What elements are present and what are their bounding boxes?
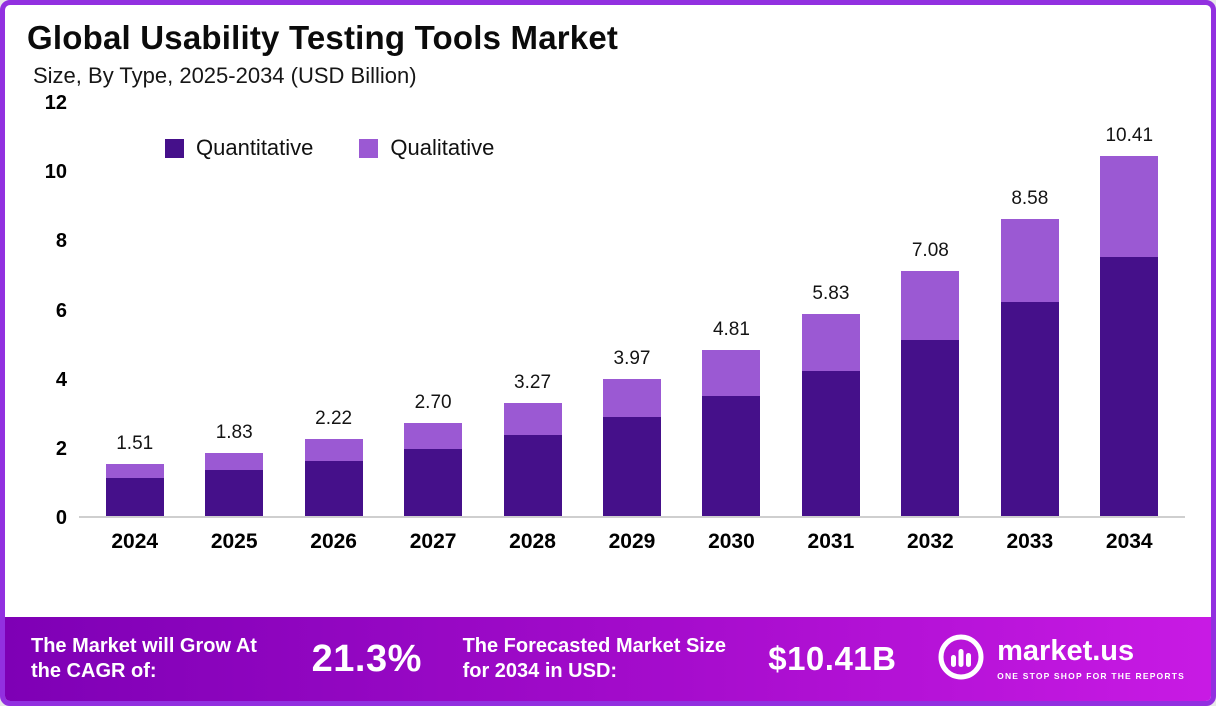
bar-total-label: 10.41 <box>1105 125 1154 146</box>
y-axis: 0 2 4 6 8 10 12 <box>27 92 79 529</box>
legend-item-quantitative: Quantitative <box>165 135 313 161</box>
bar-segment-qualitative <box>1100 156 1159 257</box>
bar-column: 3.97 <box>582 103 681 516</box>
y-tick-label: 6 <box>55 299 67 322</box>
bar-stack <box>901 271 960 516</box>
cagr-label: The Market will Grow At the CAGR of: <box>31 635 257 682</box>
legend: Quantitative Qualitative <box>165 135 494 161</box>
bar-stack <box>801 314 860 516</box>
bar-total-label: 4.81 <box>712 318 750 340</box>
bar-column: 2.22 <box>284 103 383 516</box>
bar-stack <box>404 422 463 516</box>
y-tick-label: 0 <box>55 507 67 529</box>
bar-column: 4.81 <box>682 103 781 516</box>
x-axis-label: 2028 <box>509 530 556 553</box>
page-subtitle: Size, By Type, 2025-2034 (USD Billion) <box>33 63 417 88</box>
bar-segment-quantitative <box>1000 302 1059 516</box>
bar-segment-quantitative <box>901 339 960 516</box>
bar-stack <box>702 349 761 516</box>
bar-total-label: 2.70 <box>414 391 452 413</box>
bar-segment-qualitative <box>304 439 363 461</box>
y-tick-label: 2 <box>55 437 67 460</box>
x-axis-label: 2031 <box>807 530 855 553</box>
bar-segment-quantitative <box>404 448 463 516</box>
y-tick-label: 10 <box>44 161 67 184</box>
bar-total-label: 7.08 <box>911 240 949 262</box>
bar-column: 5.83 <box>781 103 880 516</box>
x-axis-label: 2027 <box>409 530 457 553</box>
bar-segment-qualitative <box>702 349 761 397</box>
y-tick-label: 4 <box>55 368 67 391</box>
y-tick-label: 8 <box>55 230 67 253</box>
bar-column: 8.58 <box>980 103 1079 516</box>
bar-column: 1.83 <box>184 103 283 516</box>
bar-stack <box>1100 156 1159 516</box>
bar-segment-qualitative <box>1000 219 1059 303</box>
y-tick-label: 12 <box>44 92 67 114</box>
x-axis-label: 2030 <box>708 530 755 553</box>
bar-total-label: 3.97 <box>613 347 651 369</box>
bar-segment-qualitative <box>105 463 164 479</box>
brand-name: market.us <box>997 635 1135 667</box>
bar-stack <box>304 439 363 516</box>
bar-column: 10.41 <box>1080 103 1179 516</box>
bar-total-label: 5.83 <box>812 283 850 305</box>
x-axis-label: 2025 <box>210 530 258 553</box>
bar-stack <box>205 452 264 516</box>
bars-row: Quantitative Qualitative 1.51 1.83 2.22 2.70… <box>79 103 1185 518</box>
bar-segment-qualitative <box>801 314 860 371</box>
bar-column: 7.08 <box>881 103 980 516</box>
bar-total-label: 8.58 <box>1011 188 1049 210</box>
x-axis-label: 2024 <box>111 530 159 553</box>
bar-column: 1.51 <box>85 103 184 516</box>
bar-stack <box>105 463 164 516</box>
footer-banner: The Market will Grow At the CAGR of: 21.… <box>5 617 1211 701</box>
brand-logo: market.us ONE STOP SHOP FOR THE REPORTS <box>937 633 1185 686</box>
bar-segment-quantitative <box>503 434 562 516</box>
bar-stack <box>1000 219 1059 516</box>
forecast-label: The Forecasted Market Size for 2034 in U… <box>462 635 726 682</box>
bar-segment-quantitative <box>105 478 164 516</box>
x-axis: 2024 2025 2026 2027 2028 2029 2030 2031 2032 2033… <box>79 530 1185 554</box>
bar-column: 3.27 <box>483 103 582 516</box>
bar-total-label: 1.83 <box>215 421 253 443</box>
bar-segment-quantitative <box>304 460 363 516</box>
bar-segment-qualitative <box>503 402 562 435</box>
bar-segment-qualitative <box>404 422 463 449</box>
bar-total-label: 2.22 <box>315 408 353 430</box>
bar-segment-quantitative <box>702 396 761 516</box>
bar-segment-quantitative <box>1100 256 1159 516</box>
x-axis-label: 2034 <box>1105 530 1153 553</box>
brand-text: market.us ONE STOP SHOP FOR THE REPORTS <box>997 635 1185 682</box>
x-axis-label: 2032 <box>906 530 954 553</box>
legend-label: Qualitative <box>390 135 495 160</box>
bar-segment-quantitative <box>801 370 860 516</box>
bar-total-label: 1.51 <box>116 432 154 454</box>
x-axis-label: 2029 <box>608 530 656 553</box>
chart: 0 2 4 6 8 10 12 Quantitative Qualitative 1.51 1.… <box>27 92 1185 617</box>
market-us-logo-icon <box>937 633 985 686</box>
legend-item-qualitative: Qualitative <box>359 135 494 161</box>
bar-segment-qualitative <box>205 452 264 471</box>
cagr-value: 21.3% <box>311 637 422 680</box>
legend-swatch-icon <box>359 138 379 158</box>
legend-label: Quantitative <box>196 135 314 160</box>
plot-area: Quantitative Qualitative 1.51 1.83 2.22 2.70… <box>79 103 1185 617</box>
bar-segment-quantitative <box>205 470 264 516</box>
bar-stack <box>602 378 661 516</box>
bar-stack <box>503 402 562 516</box>
x-axis-label: 2026 <box>310 530 357 553</box>
bar-segment-quantitative <box>602 417 661 516</box>
bar-segment-qualitative <box>602 378 661 418</box>
bar-segment-qualitative <box>901 271 960 340</box>
chart-section: Global Usability Testing Tools Market Si… <box>5 5 1211 617</box>
legend-swatch-icon <box>165 138 184 158</box>
x-axis-label: 2033 <box>1006 530 1054 553</box>
bar-column: 2.70 <box>383 103 482 516</box>
brand-tagline: ONE STOP SHOP FOR THE REPORTS <box>997 671 1185 681</box>
bar-total-label: 3.27 <box>514 371 552 393</box>
forecast-value: $10.41B <box>768 640 897 677</box>
page-title: Global Usability Testing Tools Market <box>27 19 619 56</box>
